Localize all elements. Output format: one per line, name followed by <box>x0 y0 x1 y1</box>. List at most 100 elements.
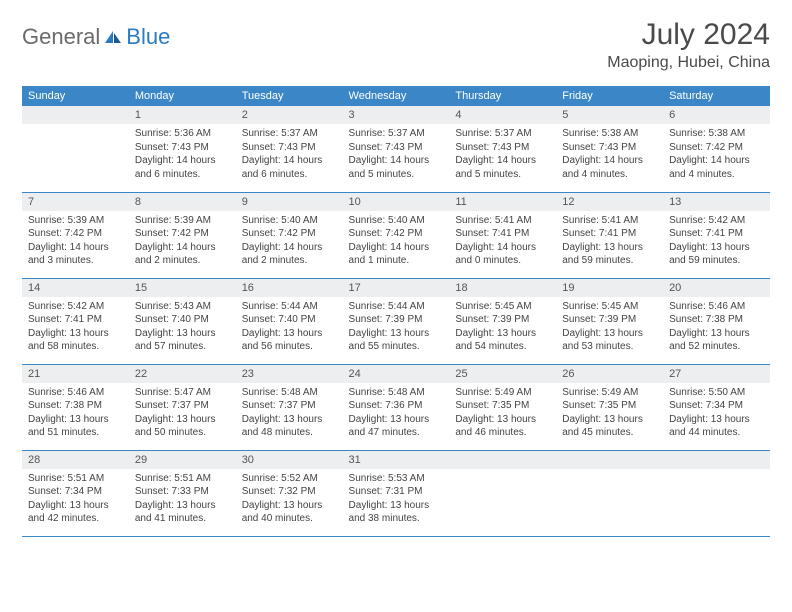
day-data: Sunrise: 5:49 AMSunset: 7:35 PMDaylight:… <box>449 383 556 445</box>
dow-tuesday: Tuesday <box>236 86 343 106</box>
daylight-text: Daylight: 13 hours and 58 minutes. <box>28 327 123 354</box>
day-number: 16 <box>236 279 343 297</box>
sunset-text: Sunset: 7:35 PM <box>455 399 550 413</box>
calendar-day-cell: 16Sunrise: 5:44 AMSunset: 7:40 PMDayligh… <box>236 278 343 364</box>
day-number: 9 <box>236 193 343 211</box>
calendar-day-cell: 4Sunrise: 5:37 AMSunset: 7:43 PMDaylight… <box>449 106 556 192</box>
day-number: 19 <box>556 279 663 297</box>
sunset-text: Sunset: 7:35 PM <box>562 399 657 413</box>
calendar-day-cell: 7Sunrise: 5:39 AMSunset: 7:42 PMDaylight… <box>22 192 129 278</box>
calendar-day-cell: 2Sunrise: 5:37 AMSunset: 7:43 PMDaylight… <box>236 106 343 192</box>
daylight-text: Daylight: 13 hours and 59 minutes. <box>669 241 764 268</box>
calendar-day-cell <box>449 450 556 536</box>
day-data: Sunrise: 5:45 AMSunset: 7:39 PMDaylight:… <box>449 297 556 359</box>
calendar-day-cell: 9Sunrise: 5:40 AMSunset: 7:42 PMDaylight… <box>236 192 343 278</box>
daylight-text: Daylight: 13 hours and 45 minutes. <box>562 413 657 440</box>
day-number: 31 <box>343 451 450 469</box>
day-data: Sunrise: 5:40 AMSunset: 7:42 PMDaylight:… <box>343 211 450 273</box>
day-number: 25 <box>449 365 556 383</box>
day-number: 23 <box>236 365 343 383</box>
calendar-day-cell: 27 Sunrise: 5:50 AMSunset: 7:34 PMDayligh… <box>663 364 770 450</box>
daylight-text: Daylight: 13 hours and 50 minutes. <box>135 413 230 440</box>
day-data: Sunrise: 5:48 AMSunset: 7:37 PMDaylight:… <box>236 383 343 445</box>
calendar-day-cell <box>22 106 129 192</box>
day-data: Sunrise: 5:49 AMSunset: 7:35 PMDaylight:… <box>556 383 663 445</box>
sunrise-text: Sunrise: 5:47 AM <box>135 386 230 400</box>
day-number: 3 <box>343 106 450 124</box>
dow-thursday: Thursday <box>449 86 556 106</box>
logo-text-blue: Blue <box>126 24 170 50</box>
day-number: 10 <box>343 193 450 211</box>
sunset-text: Sunset: 7:38 PM <box>669 313 764 327</box>
day-data: Sunrise: 5:42 AMSunset: 7:41 PMDaylight:… <box>663 211 770 273</box>
day-data: Sunrise: 5:40 AMSunset: 7:42 PMDaylight:… <box>236 211 343 273</box>
sunrise-text: Sunrise: 5:52 AM <box>242 472 337 486</box>
dow-sunday: Sunday <box>22 86 129 106</box>
day-number: 20 <box>663 279 770 297</box>
daylight-text: Daylight: 14 hours and 2 minutes. <box>135 241 230 268</box>
dow-monday: Monday <box>129 86 236 106</box>
calendar-week-row: 21Sunrise: 5:46 AMSunset: 7:38 PMDayligh… <box>22 364 770 450</box>
sunset-text: Sunset: 7:41 PM <box>28 313 123 327</box>
day-number: 27 <box>663 365 770 383</box>
sunrise-text: Sunrise: 5:40 AM <box>242 214 337 228</box>
day-data: Sunrise: 5:41 AMSunset: 7:41 PMDaylight:… <box>449 211 556 273</box>
day-number: 2 <box>236 106 343 124</box>
day-number: 15 <box>129 279 236 297</box>
day-number: 12 <box>556 193 663 211</box>
sunrise-text: Sunrise: 5:39 AM <box>135 214 230 228</box>
sunrise-text: Sunrise: 5:42 AM <box>28 300 123 314</box>
daylight-text: Daylight: 13 hours and 40 minutes. <box>242 499 337 526</box>
dow-saturday: Saturday <box>663 86 770 106</box>
day-data: Sunrise: 5:43 AMSunset: 7:40 PMDaylight:… <box>129 297 236 359</box>
daylight-text: Daylight: 13 hours and 55 minutes. <box>349 327 444 354</box>
calendar-week-row: 7Sunrise: 5:39 AMSunset: 7:42 PMDaylight… <box>22 192 770 278</box>
sunset-text: Sunset: 7:43 PM <box>242 141 337 155</box>
day-data: Sunrise: 5:52 AMSunset: 7:32 PMDaylight:… <box>236 469 343 531</box>
day-data: Sunrise: 5:44 AMSunset: 7:39 PMDaylight:… <box>343 297 450 359</box>
sunset-text: Sunset: 7:41 PM <box>562 227 657 241</box>
sunset-text: Sunset: 7:41 PM <box>669 227 764 241</box>
sunrise-text: Sunrise: 5:51 AM <box>135 472 230 486</box>
daylight-text: Daylight: 13 hours and 44 minutes. <box>669 413 764 440</box>
month-title: July 2024 <box>607 18 770 52</box>
sunrise-text: Sunrise: 5:50 AM <box>669 386 764 400</box>
day-data: Sunrise: 5:51 AMSunset: 7:33 PMDaylight:… <box>129 469 236 531</box>
sunrise-text: Sunrise: 5:41 AM <box>455 214 550 228</box>
sunrise-text: Sunrise: 5:39 AM <box>28 214 123 228</box>
calendar-day-cell: 5Sunrise: 5:38 AMSunset: 7:43 PMDaylight… <box>556 106 663 192</box>
sunrise-text: Sunrise: 5:37 AM <box>455 127 550 141</box>
sunrise-text: Sunrise: 5:43 AM <box>135 300 230 314</box>
day-number: 5 <box>556 106 663 124</box>
calendar-day-cell: 18Sunrise: 5:45 AMSunset: 7:39 PMDayligh… <box>449 278 556 364</box>
day-data: Sunrise: 5:38 AMSunset: 7:43 PMDaylight:… <box>556 124 663 186</box>
sunrise-text: Sunrise: 5:44 AM <box>242 300 337 314</box>
daylight-text: Daylight: 13 hours and 56 minutes. <box>242 327 337 354</box>
title-block: July 2024 Maoping, Hubei, China <box>607 18 770 72</box>
calendar-table: Sunday Monday Tuesday Wednesday Thursday… <box>22 86 770 537</box>
calendar-day-cell: 29Sunrise: 5:51 AMSunset: 7:33 PMDayligh… <box>129 450 236 536</box>
logo-text-general: General <box>22 24 100 50</box>
daylight-text: Daylight: 14 hours and 4 minutes. <box>562 154 657 181</box>
calendar-day-cell: 8Sunrise: 5:39 AMSunset: 7:42 PMDaylight… <box>129 192 236 278</box>
day-data: Sunrise: 5:51 AMSunset: 7:34 PMDaylight:… <box>22 469 129 531</box>
day-number <box>22 106 129 124</box>
day-data: Sunrise: 5:37 AMSunset: 7:43 PMDaylight:… <box>343 124 450 186</box>
daylight-text: Daylight: 13 hours and 46 minutes. <box>455 413 550 440</box>
dow-friday: Friday <box>556 86 663 106</box>
sunrise-text: Sunrise: 5:38 AM <box>562 127 657 141</box>
daylight-text: Daylight: 13 hours and 59 minutes. <box>562 241 657 268</box>
day-data: Sunrise: 5:36 AMSunset: 7:43 PMDaylight:… <box>129 124 236 186</box>
day-number <box>663 451 770 469</box>
sunset-text: Sunset: 7:42 PM <box>242 227 337 241</box>
day-number: 18 <box>449 279 556 297</box>
calendar-day-cell: 26Sunrise: 5:49 AMSunset: 7:35 PMDayligh… <box>556 364 663 450</box>
day-number <box>556 451 663 469</box>
sunrise-text: Sunrise: 5:46 AM <box>28 386 123 400</box>
sunset-text: Sunset: 7:34 PM <box>669 399 764 413</box>
day-number: 28 <box>22 451 129 469</box>
calendar-day-cell: 11Sunrise: 5:41 AMSunset: 7:41 PMDayligh… <box>449 192 556 278</box>
sunrise-text: Sunrise: 5:48 AM <box>349 386 444 400</box>
day-data: Sunrise: 5:46 AMSunset: 7:38 PMDaylight:… <box>22 383 129 445</box>
day-data: Sunrise: 5:46 AMSunset: 7:38 PMDaylight:… <box>663 297 770 359</box>
